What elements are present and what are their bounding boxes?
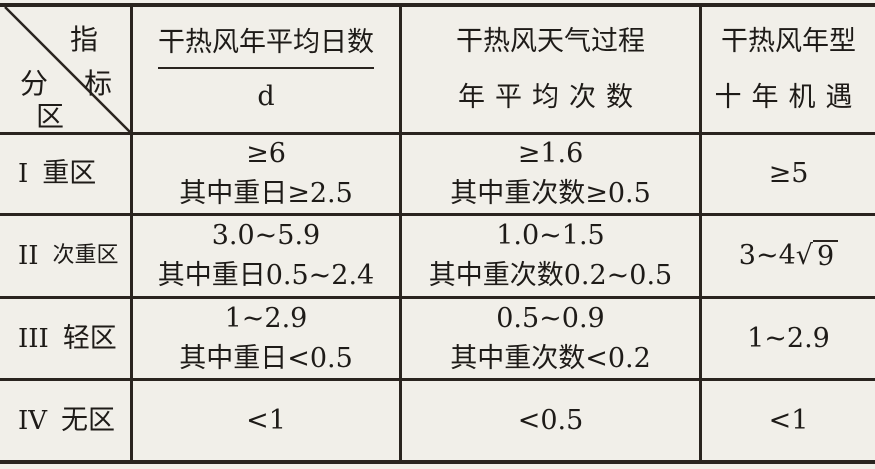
row-divider [0, 213, 875, 216]
corner-label-zone-2: 区 [36, 100, 65, 133]
cell-process-count: <0.5 [517, 404, 584, 436]
header-bottom-border [0, 132, 875, 135]
column-header-subtitle: 年平均次数 [458, 81, 643, 113]
cell-days: 1~2.9 其中重日<0.5 [179, 302, 353, 374]
corner-diagonal [4, 6, 132, 134]
cell-process-count: ≥1.6 其中重次数≥0.5 [450, 138, 651, 209]
cell-days: ≥6 其中重日≥2.5 [179, 138, 353, 209]
table-top-border [0, 3, 875, 7]
column-header-title: 干热风年平均日数 [158, 23, 374, 69]
row-label-light: III 轻区 [18, 322, 117, 354]
cell-year-type: <1 [768, 404, 809, 436]
cell-days: 3.0~5.9 其中重日0.5~2.4 [157, 220, 375, 291]
cell-days: <1 [246, 404, 286, 436]
column-divider [130, 5, 133, 462]
row-label-sub-heavy: II 次重区 [18, 241, 119, 271]
column-header-annual-days: 干热风年平均日数 d [133, 7, 399, 132]
cell-process-count: 0.5~0.9 其中重次数<0.2 [450, 302, 651, 374]
table-bottom-border [0, 460, 875, 464]
cell-process-count: 1.0~1.5 其中重次数0.2~0.5 [428, 220, 673, 291]
cell-year-type: 3~4 √ 9 [702, 216, 875, 296]
column-header-title: 干热风年型 [721, 25, 856, 57]
radical-sign: √ [795, 240, 813, 271]
row-label-none: IV 无区 [18, 404, 116, 436]
row-divider [0, 378, 875, 381]
column-header-year-type: 干热风年型 十年机遇 [702, 7, 875, 132]
column-divider [399, 5, 402, 462]
column-header-annual-process-count: 干热风天气过程 年平均次数 [402, 7, 699, 132]
corner-label-indicator-1: 指 [70, 23, 99, 56]
corner-label-zone-1: 分 [20, 67, 49, 100]
column-header-subtitle: 十年机遇 [714, 81, 863, 113]
corner-label-indicator-2: 标 [84, 67, 113, 100]
column-divider [699, 5, 702, 462]
row-label-heavy: I 重区 [18, 158, 97, 189]
cell-year-type: ≥5 [768, 158, 809, 189]
column-header-title: 干热风天气过程 [456, 25, 645, 57]
column-header-unit: d [257, 80, 275, 112]
row-divider [0, 296, 875, 299]
cell-year-type: 1~2.9 [747, 322, 830, 354]
